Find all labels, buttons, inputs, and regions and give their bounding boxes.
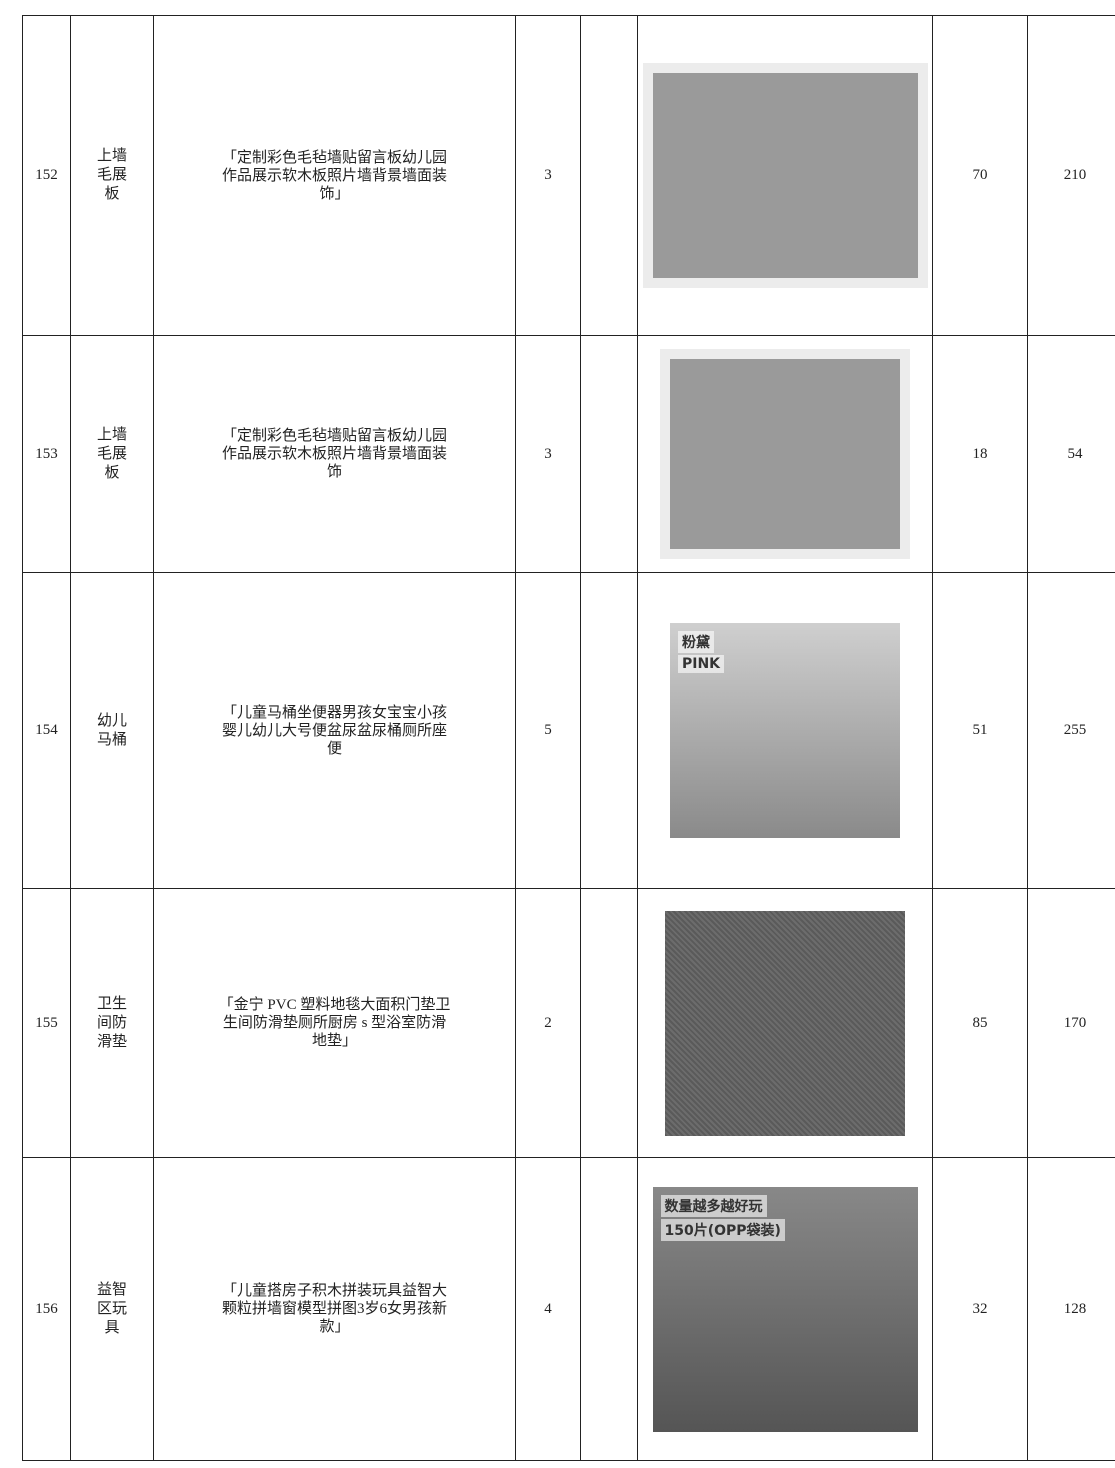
table-row: 154 幼儿马桶 「儿童马桶坐便器男孩女宝宝小孩婴儿幼儿大号便盆尿盆尿桶厕所座便 5 粉…: [22, 572, 1115, 889]
quantity: 2: [544, 1014, 552, 1031]
item-name: 益智区玩具: [96, 1281, 127, 1336]
quantity-cell: 3: [515, 335, 581, 573]
total: 54: [1067, 445, 1083, 462]
index-cell: 155: [22, 888, 71, 1158]
description-cell: 「金宁 PVC 塑料地毯大面积门垫卫生间防滑垫厕所厨房 s 型浴室防滑地垫」: [153, 888, 516, 1158]
empty-cell: [580, 15, 638, 336]
unit-price: 85: [972, 1014, 988, 1031]
item-name: 上墙毛展板: [96, 426, 127, 481]
name-cell: 上墙毛展板: [70, 335, 154, 573]
photo-text: 150片(OPP袋装): [660, 1218, 785, 1241]
quantity: 5: [544, 722, 552, 738]
quantity: 3: [544, 167, 552, 183]
total-cell: 170: [1027, 888, 1115, 1158]
description-cell: 「定制彩色毛毡墙贴留言板幼儿园作品展示软木板照片墙背景墙面装饰」: [153, 15, 516, 336]
image-cell: 数量越多越好玩 150片(OPP袋装): [637, 1157, 933, 1461]
row-index: 156: [35, 1300, 58, 1317]
index-cell: 152: [22, 15, 71, 336]
unit-price-cell: 51: [932, 572, 1028, 889]
description-cell: 「儿童搭房子积木拼装玩具益智大颗粒拼墙窗模型拼图3岁6女男孩新款」: [153, 1157, 516, 1461]
name-cell: 上墙毛展板: [70, 15, 154, 336]
row-index: 152: [35, 167, 58, 183]
table-row: 153 上墙毛展板 「定制彩色毛毡墙贴留言板幼儿园作品展示软木板照片墙背景墙面装饰 3…: [22, 335, 1115, 573]
product-photo: [670, 359, 900, 549]
name-cell: 益智区玩具: [70, 1157, 154, 1461]
index-cell: 156: [22, 1157, 71, 1461]
item-description: 「定制彩色毛毡墙贴留言板幼儿园作品展示软木板照片墙背景墙面装饰」: [221, 149, 447, 202]
photo-text: PINK: [678, 655, 725, 673]
total: 170: [1063, 1014, 1087, 1031]
table-body: 152 上墙毛展板 「定制彩色毛毡墙贴留言板幼儿园作品展示软木板照片墙背景墙面装饰」…: [22, 15, 1115, 1461]
empty-cell: [580, 888, 638, 1158]
item-name: 幼儿马桶: [96, 712, 127, 748]
total: 255: [1063, 722, 1087, 738]
item-name: 卫生间防滑垫: [96, 995, 127, 1050]
image-cell: 粉黛 PINK: [637, 572, 933, 889]
product-table: 152 上墙毛展板 「定制彩色毛毡墙贴留言板幼儿园作品展示软木板照片墙背景墙面装饰」…: [22, 15, 1115, 1461]
unit-price-cell: 70: [932, 15, 1028, 336]
row-index: 155: [35, 1014, 58, 1031]
unit-price-cell: 32: [932, 1157, 1028, 1461]
item-description: 「儿童搭房子积木拼装玩具益智大颗粒拼墙窗模型拼图3岁6女男孩新款」: [221, 1283, 447, 1335]
product-photo: 粉黛 PINK: [670, 623, 900, 838]
table-row: 155 卫生间防滑垫 「金宁 PVC 塑料地毯大面积门垫卫生间防滑垫厕所厨房 s 型…: [22, 888, 1115, 1158]
product-photo: [652, 73, 918, 278]
unit-price: 70: [972, 167, 988, 183]
index-cell: 153: [22, 335, 71, 573]
total-cell: 128: [1027, 1157, 1115, 1461]
photo-text: 数量越多越好玩: [660, 1194, 767, 1217]
quantity: 3: [544, 445, 552, 462]
image-cell: [637, 335, 933, 573]
product-photo: [665, 910, 905, 1136]
description-cell: 「儿童马桶坐便器男孩女宝宝小孩婴儿幼儿大号便盆尿盆尿桶厕所座便: [153, 572, 516, 889]
total-cell: 210: [1027, 15, 1115, 336]
empty-cell: [580, 1157, 638, 1461]
description-cell: 「定制彩色毛毡墙贴留言板幼儿园作品展示软木板照片墙背景墙面装饰: [153, 335, 516, 573]
unit-price: 32: [972, 1300, 988, 1317]
total-cell: 54: [1027, 335, 1115, 573]
unit-price: 51: [972, 722, 988, 738]
item-description: 「儿童马桶坐便器男孩女宝宝小孩婴儿幼儿大号便盆尿盆尿桶厕所座便: [221, 704, 447, 757]
name-cell: 卫生间防滑垫: [70, 888, 154, 1158]
quantity-cell: 3: [515, 15, 581, 336]
total-cell: 255: [1027, 572, 1115, 889]
quantity-cell: 5: [515, 572, 581, 889]
unit-price-cell: 18: [932, 335, 1028, 573]
quantity-cell: 2: [515, 888, 581, 1158]
image-cell: [637, 15, 933, 336]
total: 210: [1063, 167, 1087, 183]
table-row: 152 上墙毛展板 「定制彩色毛毡墙贴留言板幼儿园作品展示软木板照片墙背景墙面装饰」…: [22, 15, 1115, 336]
table-row: 156 益智区玩具 「儿童搭房子积木拼装玩具益智大颗粒拼墙窗模型拼图3岁6女男孩新款…: [22, 1157, 1115, 1461]
product-photo: 数量越多越好玩 150片(OPP袋装): [652, 1186, 918, 1432]
total: 128: [1063, 1300, 1087, 1317]
row-index: 153: [35, 445, 58, 462]
item-description: 「定制彩色毛毡墙贴留言板幼儿园作品展示软木板照片墙背景墙面装饰: [221, 428, 447, 480]
unit-price: 18: [972, 445, 988, 462]
photo-text: 粉黛: [678, 631, 714, 653]
item-description: 「金宁 PVC 塑料地毯大面积门垫卫生间防滑垫厕所厨房 s 型浴室防滑地垫」: [218, 997, 451, 1049]
name-cell: 幼儿马桶: [70, 572, 154, 889]
quantity-cell: 4: [515, 1157, 581, 1461]
image-cell: [637, 888, 933, 1158]
unit-price-cell: 85: [932, 888, 1028, 1158]
empty-cell: [580, 572, 638, 889]
row-index: 154: [35, 722, 58, 738]
item-name: 上墙毛展板: [96, 148, 127, 202]
index-cell: 154: [22, 572, 71, 889]
quantity: 4: [544, 1300, 552, 1317]
empty-cell: [580, 335, 638, 573]
